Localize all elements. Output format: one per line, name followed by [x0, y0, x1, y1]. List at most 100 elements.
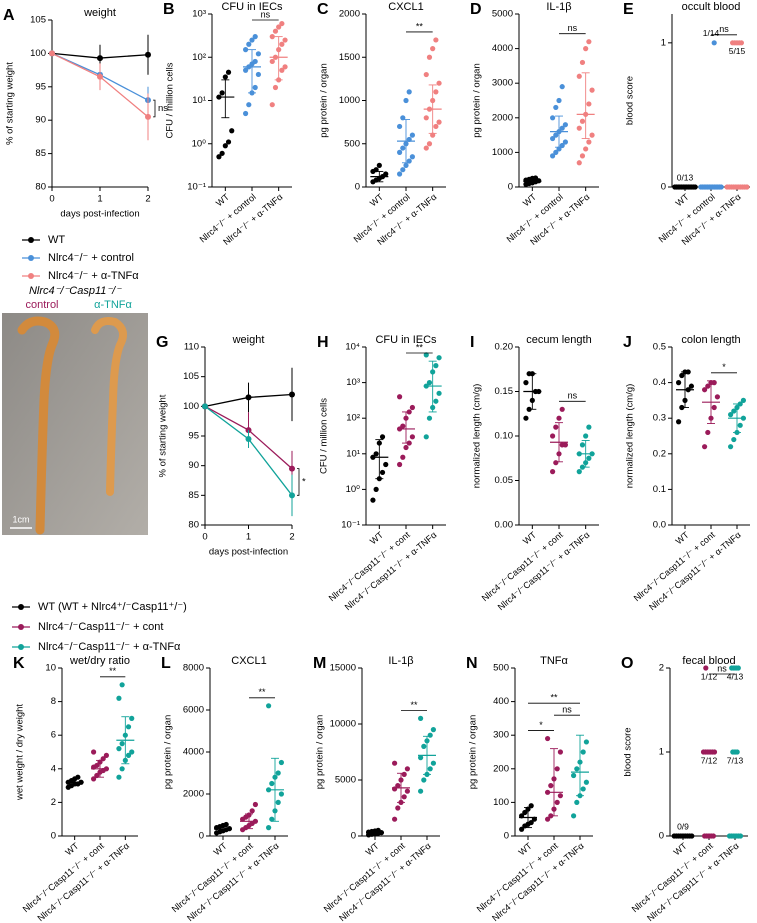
data-point — [738, 40, 745, 46]
data-point — [418, 755, 424, 761]
data-point — [554, 766, 560, 772]
panel-letter: N — [466, 655, 478, 672]
y-axis-label: wet weight / dry weight — [15, 704, 26, 801]
data-point — [397, 394, 403, 400]
data-point — [576, 73, 582, 79]
data-point — [586, 101, 592, 107]
legend-swatch — [18, 644, 24, 650]
significance-bracket — [297, 468, 300, 496]
y-axis-label: CFU / million cells — [165, 62, 176, 138]
data-point — [379, 469, 386, 476]
data-point — [583, 46, 589, 52]
data-point — [559, 406, 565, 412]
data-point — [116, 746, 122, 752]
data-point — [275, 799, 281, 806]
data-point — [586, 39, 592, 45]
data-point — [418, 715, 424, 722]
data-point — [523, 415, 529, 421]
score-note: 7/13 — [727, 755, 744, 765]
data-point — [562, 442, 569, 448]
chart-title: CXCL1 — [231, 655, 266, 667]
data-point — [711, 404, 717, 411]
significance-label: ns — [568, 391, 578, 401]
y-tick-label: 95 — [188, 431, 199, 442]
y-tick-label: 0 — [351, 831, 356, 842]
chart-title: cecum length — [526, 334, 591, 346]
significance-label: ** — [416, 21, 424, 31]
data-point — [710, 833, 717, 839]
data-point — [583, 146, 589, 152]
legend-label: WT — [48, 234, 65, 246]
x-tick-label: WT — [212, 840, 230, 857]
y-tick-label: 300 — [493, 730, 509, 741]
data-point — [553, 132, 559, 138]
data-point — [740, 397, 747, 403]
data-point — [275, 770, 281, 776]
data-point — [278, 759, 284, 766]
y-tick-label: 15000 — [330, 663, 356, 674]
photo-panel: F Nlrc4⁻/⁻Casp11⁻/⁻ control α-TNFα 1cm — [2, 285, 148, 535]
y-tick-label: 400 — [493, 696, 509, 707]
series-point — [245, 394, 252, 401]
x-tick-label: WT — [521, 529, 539, 546]
data-point — [119, 766, 125, 772]
x-tick-label: WT — [674, 529, 692, 546]
data-point — [574, 799, 580, 806]
y-tick-label: 90 — [35, 115, 46, 126]
data-point — [433, 123, 439, 130]
y-tick-label: 2000 — [183, 789, 204, 800]
data-point — [119, 682, 125, 688]
data-point — [426, 415, 433, 421]
data-point — [433, 37, 439, 43]
panel: D IL-1β pg protein / organ 0 1000 2000 3000 400… — [470, 1, 599, 247]
panel-letter: M — [313, 655, 326, 672]
y-tick-label: 100 — [183, 401, 199, 412]
data-point — [252, 58, 258, 65]
panel-letter: H — [317, 334, 329, 351]
y-tick-label: 0.4 — [653, 377, 666, 388]
data-point — [586, 139, 592, 145]
data-point — [553, 460, 559, 466]
legend-label: Nlrc4⁻/⁻ + α-TNFα — [48, 270, 139, 282]
data-point — [255, 51, 261, 57]
data-point — [576, 469, 582, 475]
data-point — [400, 454, 406, 460]
data-point — [692, 184, 698, 190]
significance-label: * — [722, 362, 726, 372]
y-tick-label: 8000 — [183, 663, 204, 674]
data-point — [269, 58, 275, 65]
data-point — [436, 119, 442, 125]
data-point — [579, 153, 586, 159]
x-tick-label: 2 — [145, 194, 150, 205]
data-point — [409, 434, 415, 440]
data-point — [423, 145, 429, 151]
data-point — [282, 37, 288, 43]
y-axis-label: blood score — [625, 76, 636, 125]
panel-letter: E — [623, 1, 634, 18]
y-tick-label: 85 — [188, 490, 199, 501]
data-point — [433, 89, 439, 95]
y-tick-label: 0 — [504, 831, 509, 842]
y-tick-label: 100 — [30, 48, 46, 59]
data-point — [550, 135, 556, 142]
data-point — [119, 741, 125, 747]
significance-label: * — [539, 720, 543, 730]
data-point — [557, 793, 564, 799]
data-point — [401, 794, 407, 800]
series-point — [202, 403, 208, 410]
y-tick-label: 500 — [493, 663, 509, 674]
photo-treated-label: α-TNFα — [94, 299, 132, 311]
data-point — [553, 104, 559, 111]
data-point — [409, 132, 415, 138]
score-note: 4/13 — [727, 671, 744, 681]
data-point — [433, 398, 439, 404]
data-point — [406, 89, 412, 95]
data-point — [243, 67, 249, 73]
y-tick-label: 4000 — [492, 43, 513, 54]
y-tick-label: 0.15 — [495, 386, 514, 397]
data-point — [703, 665, 709, 671]
data-point — [392, 760, 398, 766]
data-point — [116, 695, 122, 701]
panel-letter: C — [317, 1, 329, 18]
